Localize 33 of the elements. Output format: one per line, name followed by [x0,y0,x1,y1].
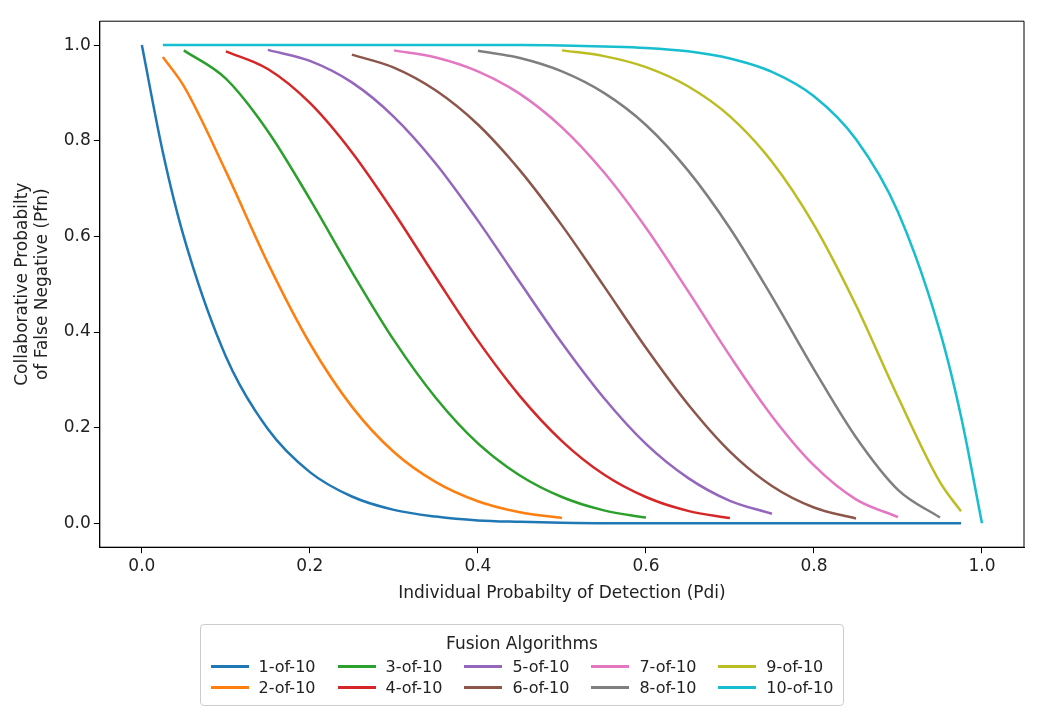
line-series [161,55,564,520]
legend-label: 10-of-10 [766,678,834,697]
legend-label: 5-of-10 [512,657,570,676]
line-series [350,53,858,520]
line-series [560,49,963,513]
x-tick-label: 0.6 [632,554,660,575]
legend-label: 2-of-10 [258,678,316,697]
legend-title: Fusion Algorithms [445,633,599,653]
line-series [182,49,648,519]
legend-label: 1-of-10 [258,657,316,676]
x-tick-label: 0.0 [128,554,156,575]
legend-label: 4-of-10 [385,678,443,697]
x-tick-label: 0.4 [464,554,492,575]
line-series [224,50,732,520]
y-tick-label: 0.8 [63,129,91,150]
y-tick-label: 0.2 [63,416,91,437]
x-tick-label: 0.8 [800,554,828,575]
line-series [266,48,774,515]
y-tick-label: 0.6 [63,224,91,245]
x-tick-label: 1.0 [968,554,996,575]
legend-label: 6-of-10 [512,678,570,697]
legend-label: 9-of-10 [766,657,824,676]
y-tick-label: 1.0 [63,33,91,54]
line-series [476,49,942,519]
y-axis-title: Collaborative Probabilty of False Negative (Pfn) [10,182,52,386]
x-axis-title: Individual Probabilty of Detection (Pdi) [398,582,726,603]
x-tick-label: 0.2 [296,554,324,575]
legend-label: 8-of-10 [639,678,697,697]
legend-label: 3-of-10 [385,657,443,676]
y-tick-label: 0.0 [63,511,91,532]
line-series [392,49,900,519]
y-tick-label: 0.4 [63,320,91,341]
legend-label: 7-of-10 [639,657,697,676]
